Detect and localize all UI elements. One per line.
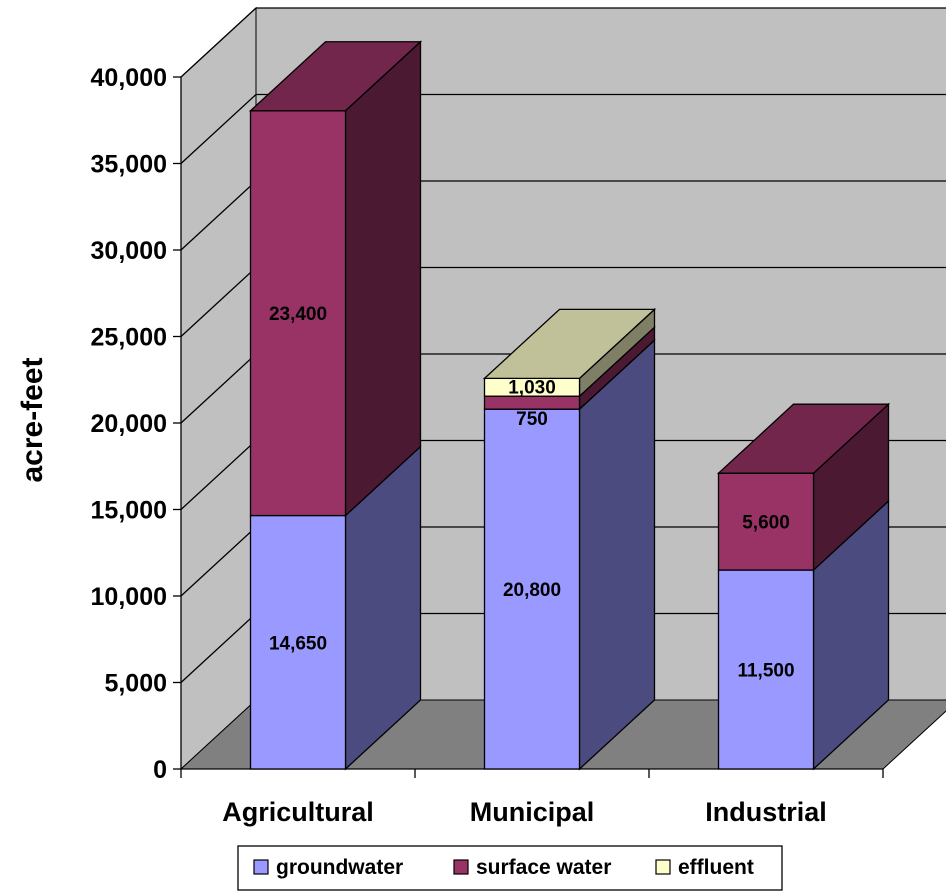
x-category-label: Agricultural [222, 797, 374, 827]
data-label-groundwater: 14,650 [269, 633, 327, 654]
x-category-label: Industrial [705, 797, 827, 827]
y-tick-label: 0 [153, 756, 167, 784]
legend-label-effluent: effluent [678, 856, 754, 879]
legend-box [237, 845, 783, 891]
y-tick-label: 10,000 [91, 583, 167, 611]
bars [248, 40, 891, 771]
gridline-side [180, 353, 257, 424]
bar-surface-water-front [249, 110, 347, 517]
bar-surface-water-front [717, 472, 815, 571]
data-label-surface-water: 750 [516, 409, 548, 430]
gridline-side [180, 267, 257, 337]
legend-label-groundwater: groundwater [276, 856, 403, 879]
data-label-effluent: 1,030 [508, 377, 556, 398]
legend-label-surface-water: surface water [476, 856, 611, 879]
gridline-side [180, 526, 257, 597]
legend-swatch-effluent [655, 859, 671, 875]
bar-groundwater-front [717, 569, 815, 770]
gridline-side [180, 94, 257, 164]
x-category-label: Municipal [470, 797, 595, 827]
data-labels: 14,650 23,400 20,800 750 1,030 11,500 5,600 [269, 304, 795, 681]
x-axis-category-labels: Agricultural Municipal Industrial [222, 797, 827, 827]
y-tick-label: 35,000 [91, 151, 167, 179]
data-label-surface-water: 23,400 [269, 304, 327, 325]
data-label-surface-water: 5,600 [742, 513, 790, 534]
y-tick-label: 15,000 [91, 497, 167, 525]
bar-surface-water-top [248, 41, 423, 112]
gridline-side [180, 613, 257, 683]
y-tick-label: 20,000 [91, 410, 167, 438]
gridline-side [180, 180, 257, 251]
legend: groundwater surface water effluent [237, 845, 783, 891]
y-tick-label: 5,000 [104, 670, 167, 698]
legend-swatch-surface-water [453, 859, 469, 875]
y-tick-label: 40,000 [91, 64, 167, 92]
y-axis-tick-labels: 0 5,000 10,000 15,000 20,000 25,000 30,000 35,0… [91, 64, 167, 784]
y-axis-title: acre-feet [16, 357, 49, 482]
gridline-side [180, 440, 257, 510]
bar-surface-water-top [716, 403, 891, 474]
bar-effluent-top [482, 308, 657, 380]
bar-groundwater-front [483, 408, 581, 770]
bar-surface-water-side [344, 40, 422, 518]
gridline-side [180, 7, 257, 78]
data-label-groundwater: 20,800 [503, 580, 561, 601]
data-label-groundwater: 11,500 [737, 661, 794, 682]
y-tick-label: 30,000 [91, 237, 167, 265]
legend-swatch-groundwater [253, 859, 269, 875]
bar-groundwater-side [578, 338, 656, 771]
y-tick-label: 25,000 [91, 324, 167, 352]
